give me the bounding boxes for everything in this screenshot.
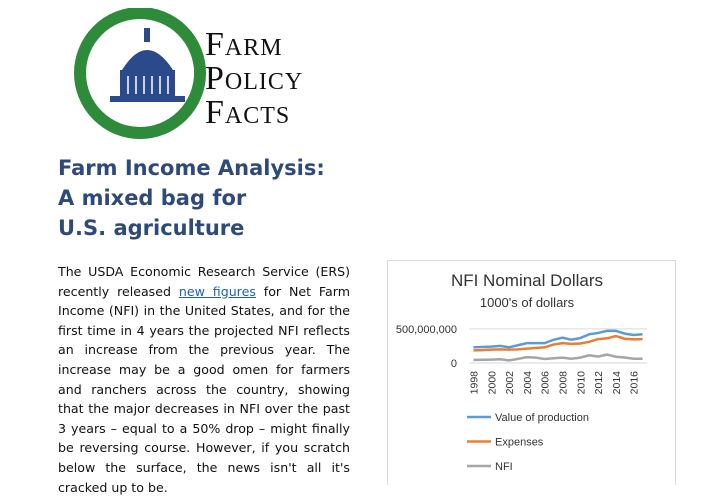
x-tick-label: 2014 bbox=[611, 371, 623, 395]
x-tick-label: 2016 bbox=[629, 371, 641, 395]
logo-text: Farm Policy Facts bbox=[205, 28, 303, 130]
legend-label: Expenses bbox=[495, 437, 544, 449]
chart-frame bbox=[387, 260, 676, 485]
article-body: The USDA Economic Research Service (ERS)… bbox=[58, 262, 350, 497]
title-line: A mixed bag for bbox=[58, 186, 247, 210]
link[interactable]: new figures bbox=[178, 283, 256, 299]
logo-icon bbox=[74, 8, 206, 139]
x-tick-label: 2008 bbox=[557, 371, 569, 395]
line-series bbox=[473, 334, 643, 352]
y-tick-label: 500,000,000 bbox=[396, 324, 457, 336]
x-tick-label: 2012 bbox=[593, 371, 605, 395]
logo-line: Farm bbox=[205, 26, 283, 63]
page: Farm Policy Facts Farm Income Analysis: … bbox=[58, 8, 676, 495]
x-tick-label: 2002 bbox=[504, 371, 516, 395]
y-tick-label: 0 bbox=[451, 358, 457, 370]
body-text: for Net Farm Income (NFI) in the United … bbox=[58, 283, 350, 495]
x-tick-label: 2006 bbox=[540, 371, 552, 395]
article-title: Farm Income Analysis: A mixed bag for U.… bbox=[58, 153, 325, 243]
chart-title: NFI Nominal Dollars bbox=[451, 271, 603, 290]
logo-line: Policy bbox=[205, 60, 304, 97]
x-tick-label: 1998 bbox=[468, 371, 480, 395]
chart-subtitle: 1000's of dollars bbox=[480, 295, 575, 310]
logo-line: Facts bbox=[205, 94, 291, 131]
legend-label: NFI bbox=[495, 461, 513, 473]
title-line: Farm Income Analysis: bbox=[58, 156, 325, 180]
x-tick-label: 2000 bbox=[486, 371, 498, 395]
x-tick-label: 2004 bbox=[522, 371, 534, 395]
title-line: U.S. agriculture bbox=[58, 216, 245, 240]
line-series bbox=[473, 353, 643, 362]
legend-label: Value of production bbox=[495, 412, 589, 424]
x-tick-label: 2010 bbox=[575, 371, 587, 395]
body-text: The USDA Economic Research Service (ERS)… bbox=[58, 264, 350, 299]
chart: NFI Nominal Dollars 1000's of dollars 0 5… bbox=[387, 260, 676, 485]
line-series bbox=[473, 329, 643, 349]
